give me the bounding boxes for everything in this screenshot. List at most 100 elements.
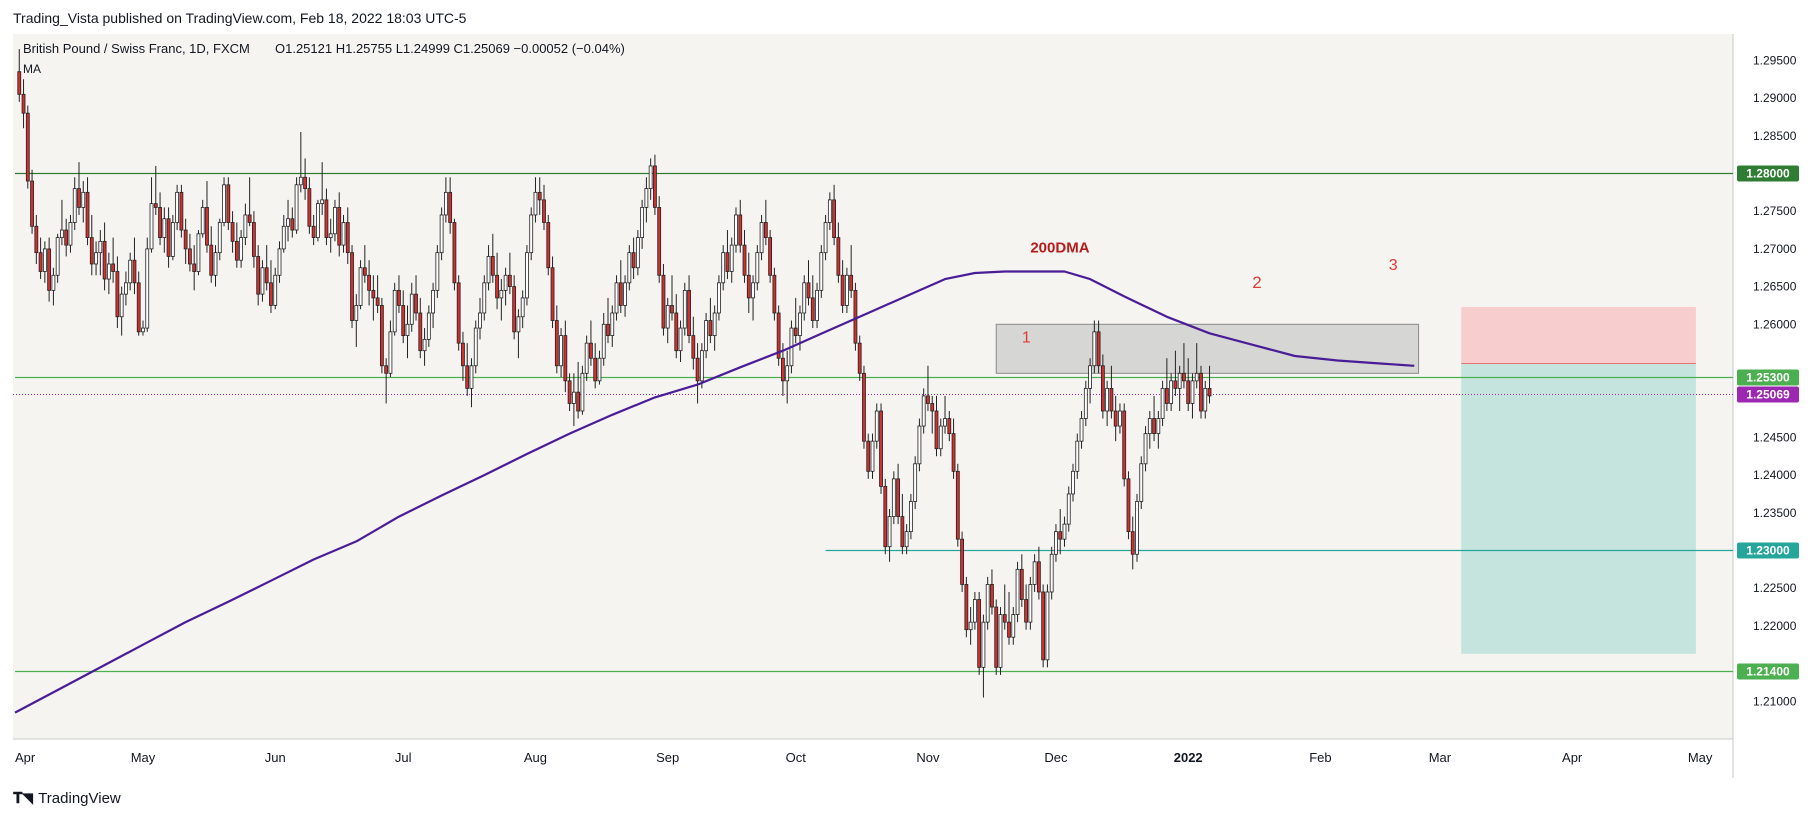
candle-228 [990,569,994,615]
candle-133 [584,335,589,381]
price-tick-5: 1.26500 [1753,280,1797,294]
candle-body [1122,410,1127,480]
candle-body [1054,531,1058,555]
candle-65 [294,177,299,234]
candle-body [132,259,137,284]
candle-body [1118,410,1122,427]
candle-245 [1062,516,1067,547]
candle-body [311,225,316,238]
candle-98 [435,245,440,298]
candle-67 [303,158,307,200]
annotation-3[interactable]: 3 [1389,257,1398,274]
candle-body [230,222,235,242]
candle-body [1194,372,1199,382]
candle-33 [158,192,162,246]
price-tick-12: 1.21000 [1753,694,1797,708]
time-axis[interactable]: Apr May Jun Jul Aug Sep Oct Nov Dec 2022 Feb Mar Apr… [15,750,1713,765]
candle-body [1071,470,1075,495]
candle-body [665,305,670,329]
candle-171 [746,252,751,313]
candle-227 [985,576,990,630]
candle-body [1075,440,1080,472]
publish-info: Trading_Vista published on TradingView.c… [13,10,467,26]
candle-body [845,274,849,306]
candle-153 [670,275,674,321]
candle-body [533,191,538,216]
candle-body [606,323,610,337]
candle-130 [571,373,576,427]
trade-reward-zone[interactable] [1461,363,1696,654]
ma200-line[interactable] [14,270,1415,714]
annotation-2[interactable]: 2 [1252,273,1261,292]
candle-266 [1152,395,1156,442]
candle-body [896,478,900,517]
candle-body [542,199,546,223]
candle-207 [900,493,905,555]
candle-body [264,267,269,284]
candle-body [469,365,474,389]
candle-body [695,357,700,382]
candle-216 [938,418,943,457]
candle-body [529,214,534,254]
candle-body [345,222,350,254]
candle-body [153,203,158,208]
brand-name: TradingView [38,789,121,807]
price-chart[interactable]: 200DMA 1 2 3 1.280001.253001.230001.214001.… [13,34,1800,778]
candle-body [806,282,811,299]
candle-48 [222,177,226,227]
candle-11 [64,218,69,257]
candle-113 [499,279,504,321]
candle-128 [563,320,568,393]
candle-body [1139,463,1144,502]
annotation-1[interactable]: 1 [1022,329,1031,346]
candle-123 [542,184,546,231]
candle-body [1019,568,1024,600]
price-tick-10: 1.22500 [1753,581,1797,595]
candle-205 [891,471,896,525]
candle-269 [1164,358,1169,412]
candle-body [384,365,389,374]
candle-body [887,516,892,548]
candle-250 [1083,380,1088,427]
candle-body [51,274,56,291]
candle-18 [94,241,98,276]
candle-29 [141,320,145,336]
candle-279 [1207,365,1212,404]
candle-body [414,293,418,314]
candle-body [661,274,666,329]
candle-1 [21,79,26,129]
candle-167 [729,237,734,283]
trade-risk-zone[interactable] [1461,306,1696,364]
candle-50 [230,211,235,253]
candle-body [98,240,103,254]
candle-115 [507,252,512,295]
level-price-label-2: 1.23000 [1746,544,1790,558]
candle-body [1092,331,1097,367]
candle-body [239,237,244,261]
candle-213 [926,365,930,412]
candle-203 [883,478,888,555]
levels-layer [13,172,1733,673]
time-label-5: Sep [656,750,679,765]
candle-55 [252,211,256,268]
candle-263 [1139,456,1144,510]
annotation-0[interactable]: 200DMA [1030,240,1089,257]
footer-brand[interactable]: 𝐓◥ TradingView [13,789,121,808]
candle-116 [512,275,517,340]
candle-body [580,372,585,412]
chart-frame[interactable]: 200DMA 1 2 3 1.28000 1.25300 1.23000 1.21400 1.… [13,34,1800,783]
candle-210 [913,456,918,510]
candle-166 [725,230,730,280]
candle-body [281,225,286,250]
price-axis[interactable]: 1.28000 1.25300 1.23000 1.21400 1.25069 1.295… [1737,53,1799,708]
candle-body [1126,478,1131,533]
candle-body [981,621,986,668]
candle-body [589,342,593,359]
time-label-10: Feb [1309,750,1331,765]
candle-195 [849,245,854,298]
candle-109 [482,275,487,321]
ma-layer [14,270,1415,714]
candle-91 [405,305,410,359]
candle-46 [213,245,218,287]
candle-83 [371,275,376,321]
